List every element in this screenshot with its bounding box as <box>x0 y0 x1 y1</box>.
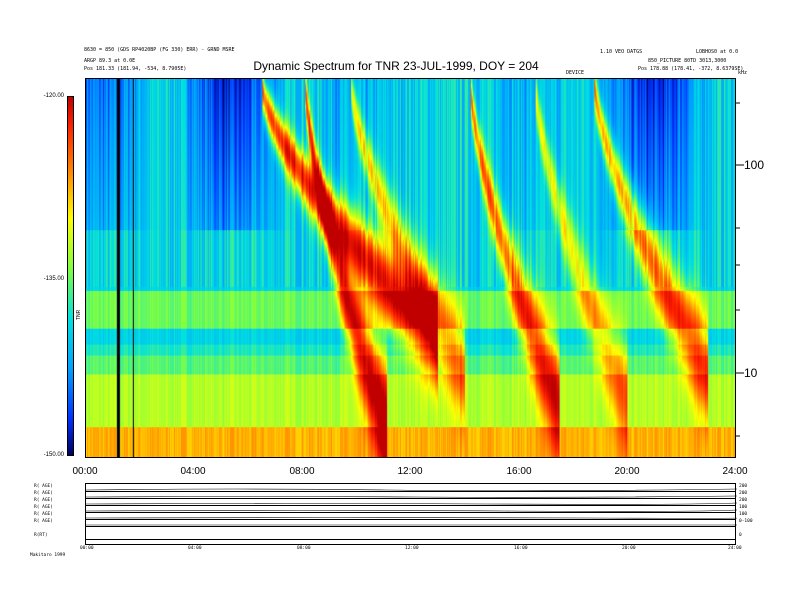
header-right-pos-label: Pos <box>638 66 648 72</box>
orbit-traces <box>86 488 737 526</box>
y-tick-label: 100 <box>744 158 765 172</box>
orbit-right-label: 200 <box>739 498 748 503</box>
y-tick-label: 10 <box>744 366 758 380</box>
x-tick-label: 16:00 <box>506 466 532 477</box>
y-axis-ticks <box>736 102 744 437</box>
header-right-pos-value: 178.88 (178.41, -372, 8.6379SE) <box>650 66 744 72</box>
x-tick-label: 24:00 <box>722 466 748 477</box>
header-unit-corner: kHz <box>738 70 748 76</box>
orbit-right-label: 0 <box>739 533 742 538</box>
header-right-line3: 850_PICTURE 80TD 3013,3000 <box>648 58 727 64</box>
colorbar-tick-label: -135.00 <box>43 276 64 282</box>
header-mid-small: DEVICE <box>566 70 585 76</box>
chart-title: Dynamic Spectrum for TNR 23-JUL-1999, DO… <box>253 59 539 73</box>
orbit-x-tick: 08:00 <box>297 546 311 551</box>
header-left-line1: 8630 = 850 (GDS RP4020BP (FG 330) ERR) -… <box>84 47 235 53</box>
footer-label: Makitaro 1999 <box>30 553 66 558</box>
orbit-panel <box>85 483 737 545</box>
orbit-x-tick: 00:00 <box>80 546 94 551</box>
header-right-line4: Pos 178.88 (178.41, -372, 8.6379SE) <box>638 66 743 72</box>
orbit-label: R( AGE) <box>34 484 53 489</box>
header-left-pos-value: 181.33 (181.94, -534, 8.7905E) <box>96 66 187 72</box>
header-left-line3: Pos 181.33 (181.94, -534, 8.7905E) <box>84 66 186 72</box>
orbit-x-tick: 12:00 <box>405 546 419 551</box>
header-right-line1: 1.10 VEO DATGS <box>600 49 643 55</box>
orbit-right-label: 100 <box>739 505 748 510</box>
orbit-x-tick: 04:00 <box>188 546 202 551</box>
x-tick-label: 12:00 <box>397 466 423 477</box>
orbit-right-label: 200 <box>739 484 748 489</box>
orbit-label: R( AGE) <box>34 505 53 510</box>
orbit-x-tick: 24:00 <box>728 546 742 551</box>
orbit-x-tick: 16:00 <box>514 546 528 551</box>
x-tick-label: 00:00 <box>72 466 98 477</box>
orbit-label: R( AGE) <box>34 512 53 517</box>
header-left-line2: ARGP 89.3 at 0.0E <box>84 58 136 64</box>
x-tick-label: 08:00 <box>289 466 315 477</box>
orbit-label: R( AGE) <box>34 498 53 503</box>
spectrogram-heatmap <box>85 78 736 458</box>
header-right-line2: LOBHOS0 at 0.0 <box>696 49 739 55</box>
orbit-label: R( AGE) <box>34 519 53 524</box>
colorbar-tick-label: -150.00 <box>43 452 64 458</box>
colorbar-tick-label: -120.00 <box>43 93 64 99</box>
orbit-x-tick: 20:00 <box>622 546 636 551</box>
x-tick-label: 20:00 <box>614 466 640 477</box>
orbit-label: R( AGE) <box>34 491 53 496</box>
orbit-right-label: 200 <box>739 491 748 496</box>
colorbar <box>67 96 74 456</box>
orbit-right-label: 100 <box>739 512 748 517</box>
colorbar-unit-label: TNR <box>76 309 82 320</box>
header-left-pos-label: Pos <box>84 66 94 72</box>
orbit-label: R(RT) <box>34 533 48 538</box>
x-tick-label: 04:00 <box>180 466 206 477</box>
orbit-right-label: 0-100 <box>739 519 753 524</box>
